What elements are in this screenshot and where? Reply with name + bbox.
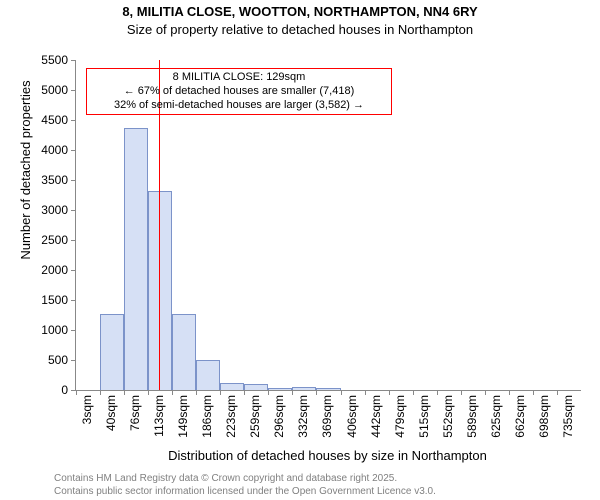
ytick-label: 2000	[41, 263, 76, 277]
xtick-line	[485, 390, 486, 395]
xtick-line	[292, 390, 293, 395]
xtick-label: 552sqm	[441, 390, 455, 438]
ytick-label: 4000	[41, 143, 76, 157]
chart-container: 8, MILITIA CLOSE, WOOTTON, NORTHAMPTON, …	[0, 0, 600, 500]
ytick-label: 3500	[41, 173, 76, 187]
ytick-label: 3000	[41, 203, 76, 217]
xtick-line	[365, 390, 366, 395]
xtick-line	[172, 390, 173, 395]
xtick-line	[509, 390, 510, 395]
xtick-line	[268, 390, 269, 395]
xtick-label: 149sqm	[176, 390, 190, 438]
x-axis-label: Distribution of detached houses by size …	[75, 448, 580, 463]
xtick-label: 735sqm	[561, 390, 575, 438]
xtick-label: 113sqm	[152, 390, 166, 437]
xtick-label: 3sqm	[80, 390, 94, 424]
histogram-bar	[124, 128, 148, 390]
annotation-line2: ← 67% of detached houses are smaller (7,…	[89, 85, 389, 99]
xtick-label: 406sqm	[345, 390, 359, 438]
xtick-label: 625sqm	[489, 390, 503, 438]
plot-area: 0500100015002000250030003500400045005000…	[75, 60, 581, 391]
xtick-label: 259sqm	[248, 390, 262, 438]
chart-title-main: 8, MILITIA CLOSE, WOOTTON, NORTHAMPTON, …	[0, 4, 600, 19]
footer-line-1: Contains HM Land Registry data © Crown c…	[54, 473, 397, 484]
xtick-label: 515sqm	[417, 390, 431, 438]
xtick-line	[124, 390, 125, 395]
xtick-line	[196, 390, 197, 395]
ytick-label: 1000	[41, 323, 76, 337]
xtick-line	[341, 390, 342, 395]
ytick-label: 500	[48, 353, 76, 367]
xtick-label: 186sqm	[200, 390, 214, 438]
xtick-line	[437, 390, 438, 395]
xtick-label: 296sqm	[272, 390, 286, 438]
annotation-box: 8 MILITIA CLOSE: 129sqm← 67% of detached…	[86, 68, 392, 115]
xtick-label: 40sqm	[104, 390, 118, 431]
xtick-line	[533, 390, 534, 395]
xtick-label: 479sqm	[393, 390, 407, 438]
chart-title-sub: Size of property relative to detached ho…	[0, 22, 600, 37]
ytick-label: 2500	[41, 233, 76, 247]
y-axis-label: Number of detached properties	[18, 5, 33, 335]
xtick-line	[413, 390, 414, 395]
xtick-line	[389, 390, 390, 395]
annotation-line3: 32% of semi-detached houses are larger (…	[89, 99, 389, 113]
histogram-bar	[196, 360, 220, 390]
xtick-line	[76, 390, 77, 395]
xtick-label: 662sqm	[513, 390, 527, 438]
ytick-label: 5000	[41, 83, 76, 97]
xtick-line	[316, 390, 317, 395]
xtick-line	[557, 390, 558, 395]
xtick-label: 223sqm	[224, 390, 238, 438]
xtick-label: 698sqm	[537, 390, 551, 438]
ytick-label: 1500	[41, 293, 76, 307]
xtick-line	[461, 390, 462, 395]
ytick-label: 4500	[41, 113, 76, 127]
ytick-label: 5500	[41, 53, 76, 67]
xtick-line	[100, 390, 101, 395]
xtick-line	[220, 390, 221, 395]
annotation-line1: 8 MILITIA CLOSE: 129sqm	[89, 71, 389, 85]
histogram-bar	[172, 314, 196, 390]
footer-line-2: Contains public sector information licen…	[54, 486, 436, 497]
xtick-label: 589sqm	[465, 390, 479, 438]
xtick-line	[244, 390, 245, 395]
histogram-bar	[100, 314, 124, 390]
histogram-bar	[220, 383, 244, 390]
ytick-label: 0	[61, 383, 76, 397]
xtick-label: 76sqm	[128, 390, 142, 431]
xtick-line	[148, 390, 149, 395]
xtick-label: 442sqm	[369, 390, 383, 438]
xtick-label: 369sqm	[320, 390, 334, 438]
xtick-label: 332sqm	[296, 390, 310, 438]
